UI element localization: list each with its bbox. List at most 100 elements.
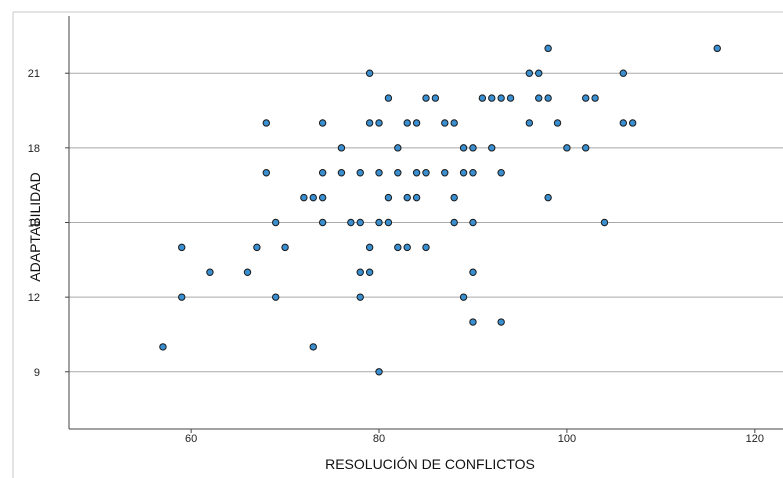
data-point: [337, 144, 346, 152]
data-point: [309, 343, 317, 351]
data-point: [591, 94, 599, 102]
data-point: [525, 69, 534, 77]
data-point: [628, 119, 637, 127]
data-point: [582, 144, 590, 152]
x-tick-label: 100: [558, 433, 576, 445]
data-point: [412, 169, 421, 177]
data-point: [469, 268, 477, 276]
data-point: [318, 169, 327, 177]
x-tick-label: 120: [746, 433, 764, 445]
data-point: [394, 243, 402, 252]
data-point: [384, 218, 393, 227]
data-point: [178, 293, 186, 301]
data-point: [412, 119, 421, 127]
data-point: [384, 94, 393, 102]
data-point: [469, 318, 477, 326]
data-point: [600, 218, 609, 227]
data-point: [384, 193, 393, 202]
data-point: [365, 243, 374, 252]
y-tick-label: 15: [28, 218, 40, 230]
data-point: [422, 94, 430, 102]
data-point: [178, 243, 186, 252]
data-point: [497, 318, 505, 326]
data-point: [459, 169, 468, 177]
data-points: [159, 44, 721, 376]
data-point: [356, 218, 364, 227]
data-point: [488, 144, 496, 152]
data-point: [563, 144, 571, 152]
data-point: [713, 44, 721, 53]
data-point: [441, 169, 449, 177]
data-point: [356, 293, 364, 301]
data-point: [506, 94, 515, 102]
data-point: [271, 293, 280, 301]
data-point: [459, 144, 468, 152]
data-point: [394, 144, 402, 152]
data-point: [356, 169, 364, 177]
y-tick-label: 12: [28, 292, 40, 304]
data-point: [535, 69, 543, 77]
data-point: [469, 169, 477, 177]
data-point: [159, 343, 167, 351]
y-axis-title: ADAPTABILIDAD: [27, 172, 43, 281]
chart-frame: [12, 11, 783, 478]
data-point: [365, 69, 374, 77]
y-tick-label: 18: [28, 143, 40, 155]
data-point: [309, 193, 317, 202]
axes: [65, 16, 783, 433]
y-tick-label: 9: [34, 367, 40, 379]
data-point: [375, 368, 383, 376]
data-point: [262, 119, 270, 127]
data-point: [375, 218, 383, 227]
x-tick-label: 60: [185, 433, 197, 445]
data-point: [441, 119, 449, 127]
data-point: [206, 268, 214, 276]
data-point: [243, 268, 252, 276]
data-point: [582, 94, 590, 102]
data-point: [469, 218, 477, 227]
data-point: [450, 193, 458, 202]
data-point: [347, 218, 355, 227]
data-point: [431, 94, 440, 102]
data-point: [544, 44, 552, 53]
data-point: [478, 94, 487, 102]
data-point: [375, 119, 383, 127]
data-point: [553, 119, 562, 127]
tick-labels: 9 12 15 18 21 60 80 100 120: [28, 68, 764, 445]
data-point: [412, 193, 421, 202]
data-point: [450, 119, 458, 127]
data-point: [356, 268, 364, 276]
data-point: [544, 94, 552, 102]
data-point: [394, 169, 402, 177]
data-point: [525, 119, 534, 127]
data-point: [619, 69, 627, 77]
data-point: [488, 94, 496, 102]
data-point: [403, 193, 411, 202]
data-point: [337, 169, 346, 177]
x-axis-title: RESOLUCIÓN DE CONFLICTOS: [325, 456, 535, 472]
data-point: [619, 119, 627, 127]
data-point: [262, 169, 270, 177]
data-point: [450, 218, 458, 227]
data-point: [469, 144, 477, 152]
data-point: [365, 119, 374, 127]
data-point: [497, 94, 505, 102]
data-point: [318, 218, 327, 227]
data-point: [271, 218, 280, 227]
data-point: [535, 94, 543, 102]
data-point: [318, 193, 327, 202]
grid-lines: [69, 72, 783, 373]
y-tick-label: 21: [28, 68, 40, 80]
x-tick-label: 80: [373, 433, 385, 445]
data-point: [403, 119, 411, 127]
data-point: [422, 169, 430, 177]
data-point: [544, 193, 552, 202]
data-point: [403, 243, 411, 252]
data-point: [253, 243, 261, 252]
data-point: [497, 169, 505, 177]
data-point: [318, 119, 327, 127]
data-point: [365, 268, 374, 276]
data-point: [281, 243, 289, 252]
